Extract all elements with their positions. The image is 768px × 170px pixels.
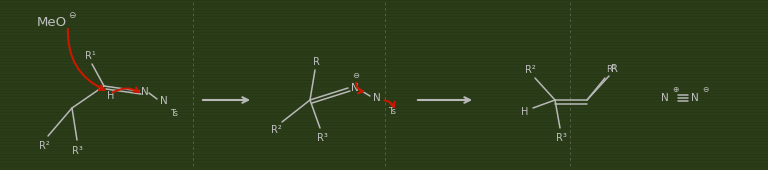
Text: ⊖: ⊖ bbox=[702, 86, 708, 95]
Text: N: N bbox=[691, 93, 699, 103]
Text: R³: R³ bbox=[316, 133, 327, 143]
Text: R³: R³ bbox=[71, 146, 82, 156]
Text: R: R bbox=[313, 57, 319, 67]
Text: R¹: R¹ bbox=[84, 51, 95, 61]
Text: R²: R² bbox=[270, 125, 281, 135]
Text: MeO: MeO bbox=[37, 15, 67, 29]
Text: H: H bbox=[108, 91, 114, 101]
Text: N: N bbox=[160, 96, 168, 106]
Text: Ts: Ts bbox=[388, 106, 396, 115]
Text: ⊖: ⊖ bbox=[353, 72, 359, 81]
Text: ⊖: ⊖ bbox=[68, 12, 76, 21]
Text: R³: R³ bbox=[555, 133, 567, 143]
Text: N: N bbox=[661, 93, 669, 103]
Text: N: N bbox=[373, 93, 381, 103]
Text: Ts: Ts bbox=[170, 108, 178, 117]
Text: R²: R² bbox=[525, 65, 535, 75]
Text: H: H bbox=[521, 107, 528, 117]
Text: N: N bbox=[351, 83, 359, 93]
Text: R: R bbox=[611, 64, 617, 74]
Text: R¹: R¹ bbox=[606, 65, 616, 74]
Text: N: N bbox=[141, 87, 149, 97]
Text: R²: R² bbox=[38, 141, 49, 151]
Text: ⊕: ⊕ bbox=[672, 86, 678, 95]
